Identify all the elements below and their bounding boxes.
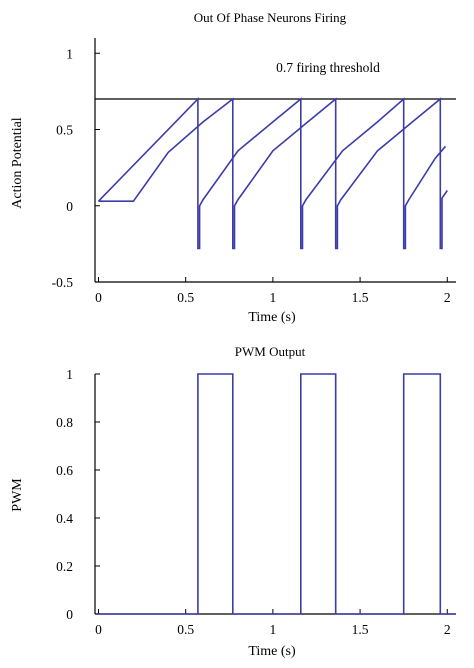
- plot-area: 0 0.2 0.4 0.6 0.8 1 0 0.5 1 1.5 2: [56, 367, 456, 637]
- y-tick-label: 0: [66, 607, 73, 622]
- x-tick-label: 1.5: [352, 622, 369, 637]
- x-axis-label: Time (s): [248, 644, 296, 659]
- x-tick-label: 2: [444, 622, 451, 637]
- y-tick-label: 0: [66, 199, 73, 214]
- y-axis-label: PWM: [10, 478, 25, 512]
- y-tick-label: 1: [66, 46, 73, 61]
- y-tick-label: 0.4: [56, 511, 73, 526]
- x-tick-label: 1.5: [352, 290, 369, 305]
- x-axis-label: Time (s): [248, 310, 296, 325]
- x-tick-label: 1: [270, 622, 277, 637]
- chart-neurons: Out Of Phase Neurons Firing Action Poten…: [10, 10, 456, 325]
- plot-area: -0.5 0 0.5 1 0 0.5 1 1.5 2: [52, 38, 456, 305]
- x-tick-label: 0.5: [177, 622, 194, 637]
- series-line-1: [97, 97, 447, 250]
- series-line-2: [98, 97, 448, 250]
- y-tick-label: 0.2: [56, 559, 73, 574]
- y-tick-label: -0.5: [52, 275, 74, 290]
- chart-title: Out Of Phase Neurons Firing: [194, 10, 347, 25]
- x-tick-label: 2: [444, 290, 451, 305]
- threshold-label: 0.7 firing threshold: [276, 60, 380, 75]
- chart-title: PWM Output: [235, 344, 306, 359]
- chart-pwm: PWM Output PWM Time (s) 00.20.40.60.810 0…: [10, 344, 456, 659]
- series-line-1: [98, 373, 456, 615]
- y-tick-label: 0.5: [56, 123, 73, 138]
- x-tick-label: 0: [95, 622, 102, 637]
- x-tick-label: 1: [270, 290, 277, 305]
- x-tick-label: 0.5: [177, 290, 194, 305]
- y-tick-label: 1: [66, 367, 73, 382]
- y-tick-label: 0.6: [56, 463, 73, 478]
- y-axis-label: Action Potential: [10, 117, 25, 208]
- y-tick-label: 0.8: [56, 415, 73, 430]
- x-tick-label: 0: [95, 290, 102, 305]
